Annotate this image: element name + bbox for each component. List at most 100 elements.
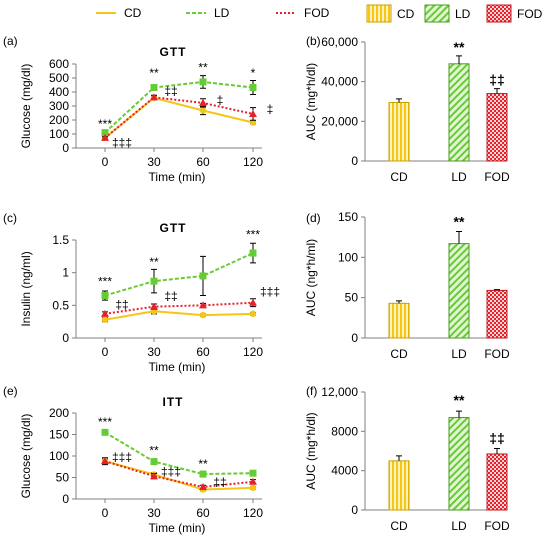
annotation-a: *** [98,117,112,131]
x-tick-label-b: LD [451,170,467,184]
annotation-c: ‡‡‡ [260,285,280,299]
annotation-a: ** [149,66,159,80]
error-bar-ld-f [456,410,462,418]
y-tick-label-f: 4000 [331,464,358,478]
error-bar-ld-b [456,55,462,64]
x-tick-label-c: 30 [147,345,161,359]
x-tick-label-c: 60 [196,345,210,359]
y-tick-label-b: 60,000 [321,35,358,49]
annotation-c: ** [149,255,159,269]
y-tick-label-f: 0 [351,503,358,517]
y-tick-label-c: 0 [62,331,69,345]
bar-ld-b [448,63,470,162]
point-ld-c [150,277,158,285]
chart-d: (d) 0 50 100 150 AUC (ng*h/ml) CD LD FOD ** [304,210,510,361]
y-tick-label-c: 1 [62,266,69,280]
series-line-cd-c [104,310,254,321]
series-line-fod-e [104,460,254,488]
y-tick-label-b: 40,000 [321,75,358,89]
x-tick-label-d: CD [390,347,408,361]
point-fod-e [249,477,257,485]
y-axis-label-e: Glucose (mg/dl) [19,414,33,499]
x-axis-label-e: Time (min) [149,521,206,535]
point-ld-c [199,272,207,280]
chart-title-a: GTT [160,45,187,59]
y-tick-label-a: 500 [49,71,69,85]
error-bar-cd-d [396,300,402,304]
annotation-e: ** [149,444,159,458]
point-ld-c [249,249,257,257]
point-fod-a [150,93,158,101]
y-tick-label-d: 150 [338,210,358,224]
bar-fod-f [486,453,508,511]
annotation-a: ‡‡ [164,84,177,98]
y-tick-label-b: 20,000 [321,114,358,128]
bar-ld-f [448,417,470,511]
y-axis-label-b: AUC (mg*h/dl) [304,63,318,140]
point-ld-a [101,129,109,137]
annotation-b: ‡‡ [489,72,505,88]
error-bar-fod-b [494,88,500,94]
y-tick-label-d: 0 [351,331,358,345]
y-tick-label-e: 100 [49,449,69,463]
point-fod-e [150,472,158,480]
bar-fod-d [486,289,508,339]
y-axis-label-c: Insulin (ng/ml) [19,251,33,326]
point-fod-c [249,298,257,306]
y-tick-label-a: 200 [49,113,69,127]
legend-swatch-cd [366,4,392,23]
annotation-a: * [251,66,256,80]
y-tick-label-e: 50 [56,471,70,485]
x-tick-label-d: LD [451,347,467,361]
x-tick-label-b: CD [390,170,408,184]
x-axis-label-a: Time (min) [149,170,206,184]
chart-c: (c) 0 0.5 1 1.5 Insulin (ng/ml) GTT 0 30 60 120 Tim… [3,211,280,374]
chart-title-e: ITT [163,395,184,409]
x-tick-label-e: 0 [102,506,109,520]
bar-ld-d [448,243,470,339]
y-axis-label-f: AUC (mg*h/dl) [304,412,318,489]
y-axis-label-a: Glucose (mg/dl) [19,64,33,149]
annotation-f: ‡‡ [489,430,505,446]
annotation-e: ‡‡‡ [161,464,181,478]
series-line-ld-a [104,80,254,134]
y-tick-label-a: 0 [62,141,69,155]
panel-label-f: (f) [306,384,317,398]
legend-label-fod: FOD [304,6,330,20]
point-fod-c [150,302,158,310]
point-cd-c [249,310,257,318]
chart-title-c: GTT [160,221,187,235]
point-cd-a [199,107,207,114]
legend-label-ld: LD [214,6,230,20]
bar-legend: CD LD FOD [366,4,543,23]
annotation-a: ‡ [217,93,224,107]
bar-cd-f [388,460,410,511]
x-tick-label-a: 30 [147,155,161,169]
point-ld-e [101,428,109,436]
panel-label-a: (a) [3,34,18,48]
legend-bar-label-fod: FOD [517,7,543,21]
y-tick-label-c: 0.5 [52,298,69,312]
error-bar-fod-f [494,448,500,454]
x-tick-label-a: 120 [243,155,263,169]
panel-label-d: (d) [306,211,321,225]
x-tick-label-c: 120 [243,345,263,359]
point-fod-e [101,457,109,465]
x-tick-label-a: 0 [102,155,109,169]
point-fod-a [101,133,109,141]
bar-fod-b [486,93,508,162]
series-line-fod-c [104,301,254,315]
point-cd-a [249,119,257,126]
annotation-e: ** [198,457,208,471]
y-tick-label-d: 100 [338,250,358,264]
panel-label-c: (c) [3,211,17,225]
y-axis-label-d: AUC (ng*h/ml) [304,239,318,316]
y-tick-label-b: 0 [351,154,358,168]
x-axis-label-c: Time (min) [149,360,206,374]
y-tick-label-d: 50 [345,291,359,305]
x-tick-label-b: FOD [484,170,510,184]
y-tick-label-a: 600 [49,57,69,71]
